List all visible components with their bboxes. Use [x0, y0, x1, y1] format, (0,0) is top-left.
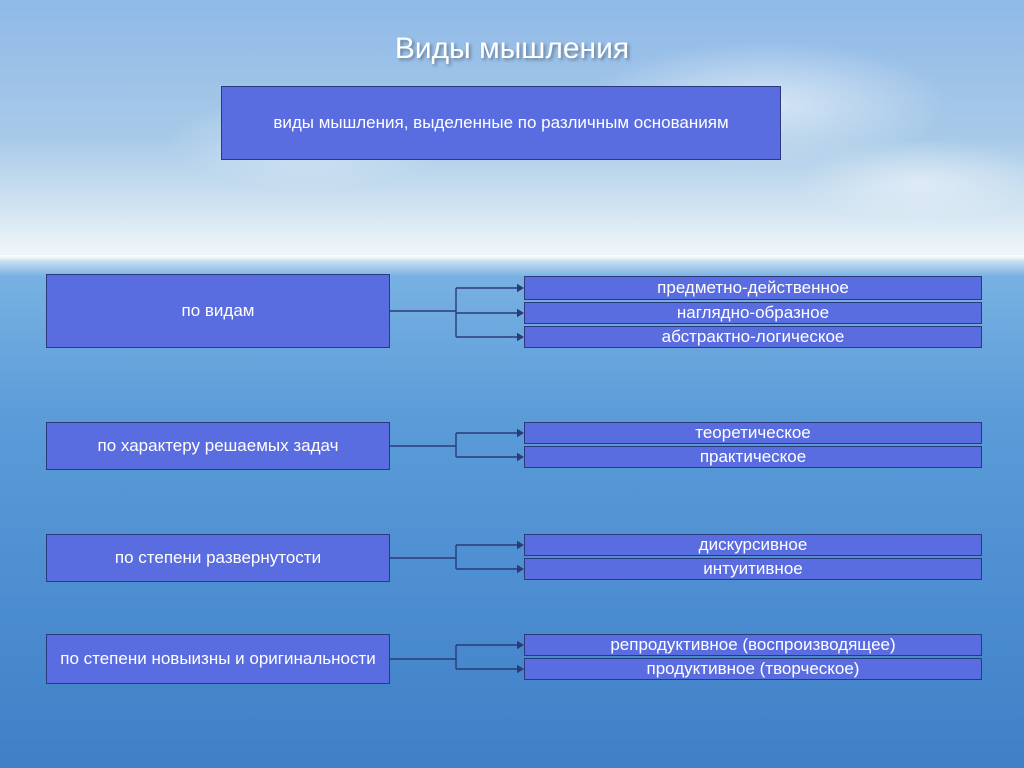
item-box-vidam-1: наглядно-образное — [524, 302, 982, 324]
slide-title: Виды мышления — [0, 32, 1024, 66]
background-horizon — [0, 255, 1024, 261]
item-box-novizn-7: репродуктивное (воспроизводящее) — [524, 634, 982, 656]
item-box-zadach-4: практическое — [524, 446, 982, 468]
item-box-razv-6: интуитивное — [524, 558, 982, 580]
category-box-razv: по степени развернутости — [46, 534, 390, 582]
item-box-razv-5: дискурсивное — [524, 534, 982, 556]
item-box-novizn-8: продуктивное (творческое) — [524, 658, 982, 680]
item-box-vidam-0: предметно-действенное — [524, 276, 982, 300]
header-box: виды мышления, выделенные по различным о… — [221, 86, 781, 160]
item-box-zadach-3: теоретическое — [524, 422, 982, 444]
category-box-vidam: по видам — [46, 274, 390, 348]
category-box-zadach: по характеру решаемых задач — [46, 422, 390, 470]
category-box-novizn: по степени новыизны и оригинальности — [46, 634, 390, 684]
item-box-vidam-2: абстрактно-логическое — [524, 326, 982, 348]
